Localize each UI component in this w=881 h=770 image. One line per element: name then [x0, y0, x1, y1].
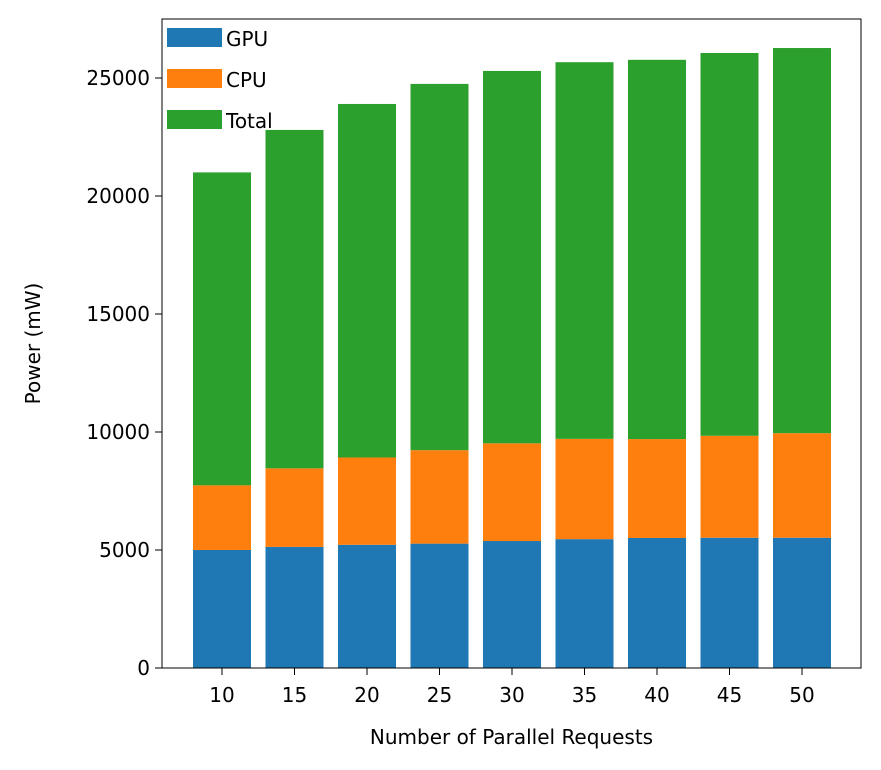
bar-gpu-30: [483, 541, 541, 668]
x-tick-label: 40: [644, 683, 669, 707]
y-tick-label: 15000: [86, 302, 150, 326]
bar-total-20: [338, 103, 396, 458]
x-tick-label: 10: [209, 683, 234, 707]
bar-total-10: [193, 172, 251, 486]
bar-gpu-25: [410, 543, 469, 668]
bars-layer: [193, 48, 831, 668]
legend-swatch-total: [167, 110, 222, 129]
legend-label-cpu: CPU: [226, 68, 267, 92]
bar-cpu-25: [410, 450, 469, 544]
bar-cpu-10: [193, 485, 251, 550]
x-tick-label: 25: [427, 683, 452, 707]
legend-label-gpu: GPU: [226, 27, 268, 51]
x-axis: 10 15 20 25 30 35 40 45 50: [209, 668, 815, 707]
bar-gpu-45: [700, 537, 759, 668]
bar-gpu-40: [628, 537, 686, 668]
bar-cpu-30: [483, 443, 541, 542]
x-tick-label: 35: [572, 683, 597, 707]
y-tick-label: 5000: [99, 538, 150, 562]
bar-gpu-15: [265, 546, 324, 668]
y-tick-label: 10000: [86, 420, 150, 444]
x-axis-label: Number of Parallel Requests: [370, 725, 653, 749]
bar-gpu-50: [773, 537, 831, 668]
y-axis-label: Power (mW): [21, 283, 45, 405]
bar-total-25: [410, 83, 469, 451]
bar-cpu-35: [555, 438, 614, 540]
legend-swatch-gpu: [167, 28, 222, 47]
legend-swatch-cpu: [167, 69, 222, 88]
y-tick-label: 20000: [86, 184, 150, 208]
bar-cpu-20: [338, 457, 396, 545]
bar-gpu-10: [193, 550, 251, 668]
legend: GPU CPU Total: [167, 27, 273, 133]
y-tick-label: 0: [137, 656, 150, 680]
bar-cpu-15: [265, 468, 324, 547]
x-tick-label: 50: [789, 683, 814, 707]
bar-total-45: [700, 52, 759, 436]
bar-total-15: [265, 129, 324, 469]
bar-total-30: [483, 70, 541, 444]
bar-gpu-20: [338, 544, 396, 668]
bar-total-40: [628, 59, 686, 440]
bar-cpu-45: [700, 435, 759, 538]
x-tick-label: 15: [282, 683, 307, 707]
y-axis: 0 5000 10000 15000 20000 25000: [86, 66, 162, 680]
x-tick-label: 45: [717, 683, 742, 707]
bar-total-35: [555, 62, 614, 439]
bar-total-50: [773, 48, 831, 434]
y-tick-label: 25000: [86, 66, 150, 90]
x-tick-label: 30: [499, 683, 524, 707]
bar-cpu-50: [773, 433, 831, 538]
legend-label-total: Total: [225, 109, 273, 133]
x-tick-label: 20: [354, 683, 379, 707]
bar-cpu-40: [628, 439, 686, 538]
bar-gpu-35: [555, 539, 614, 668]
